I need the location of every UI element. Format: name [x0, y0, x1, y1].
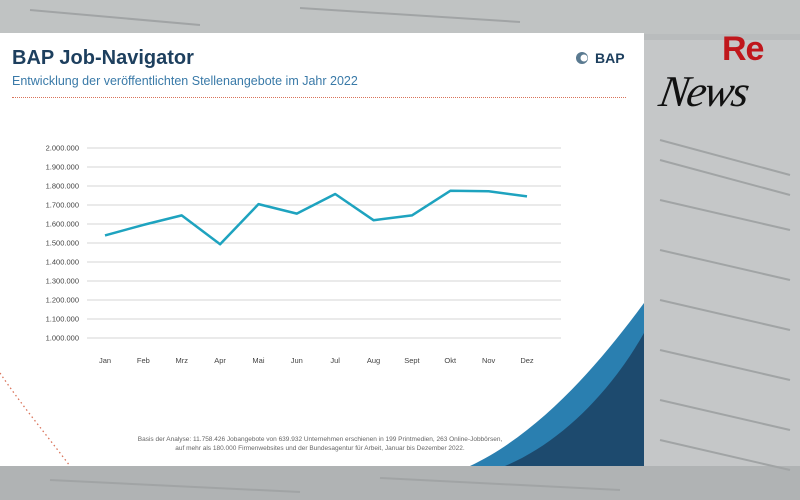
footnote-line-2: auf mehr als 180.000 Firmenwebsites und …: [175, 445, 465, 452]
bap-logo: BAP: [575, 50, 625, 66]
y-tick-label: 1.100.000: [46, 315, 79, 324]
x-tick-label: Apr: [214, 356, 226, 365]
decorative-dotted-arc: [0, 372, 71, 466]
footnote-line-1: Basis der Analyse: 11.758.426 Jobangebot…: [137, 436, 503, 443]
bap-logo-text: BAP: [595, 50, 625, 66]
y-tick-label: 1.700.000: [46, 201, 79, 210]
x-tick-label: Feb: [137, 356, 150, 365]
y-tick-label: 1.000.000: [46, 334, 79, 343]
x-tick-label: Jun: [291, 356, 303, 365]
y-tick-label: 1.300.000: [46, 277, 79, 286]
y-tick-labels: 2.000.000 1.900.000 1.800.000 1.700.000 1.60…: [46, 144, 79, 343]
chart-card: 2.000.000 1.900.000 1.800.000 1.700.000 1.60…: [0, 33, 644, 466]
x-tick-label: Jan: [99, 356, 111, 365]
y-tick-label: 1.500.000: [46, 239, 79, 248]
x-tick-labels: Jan Feb Mrz Apr Mai Jun Jul Aug Sept Okt Nov Dez: [99, 356, 534, 365]
y-tick-label: 1.400.000: [46, 258, 79, 267]
y-tick-label: 1.200.000: [46, 296, 79, 305]
series-line: [104, 189, 528, 246]
y-tick-label: 1.600.000: [46, 220, 79, 229]
line-chart: 2.000.000 1.900.000 1.800.000 1.700.000 1.60…: [0, 144, 644, 466]
x-tick-label: Sept: [404, 356, 420, 365]
y-tick-label: 2.000.000: [46, 144, 79, 153]
dotted-divider: [12, 97, 626, 98]
bap-logo-icon: [576, 52, 588, 64]
chart-title: BAP Job-Navigator: [12, 47, 194, 69]
x-tick-label: Dez: [520, 356, 534, 365]
x-tick-label: Aug: [367, 356, 380, 365]
x-tick-label: Mai: [252, 356, 264, 365]
x-tick-label: Okt: [444, 356, 457, 365]
renews-logo-re: Re: [722, 30, 764, 68]
y-tick-label: 1.800.000: [46, 182, 79, 191]
grid-lines: [87, 147, 561, 339]
decorative-swoosh: [470, 303, 644, 466]
x-tick-label: Mrz: [175, 356, 188, 365]
x-tick-label: Jul: [330, 356, 340, 365]
chart-subtitle: Entwicklung der veröffentlichten Stellen…: [12, 74, 358, 88]
x-tick-label: Nov: [482, 356, 496, 365]
footnote: Basis der Analyse: 11.758.426 Jobangebot…: [80, 435, 560, 453]
renews-logo-news: News: [655, 67, 752, 116]
y-tick-label: 1.900.000: [46, 163, 79, 172]
